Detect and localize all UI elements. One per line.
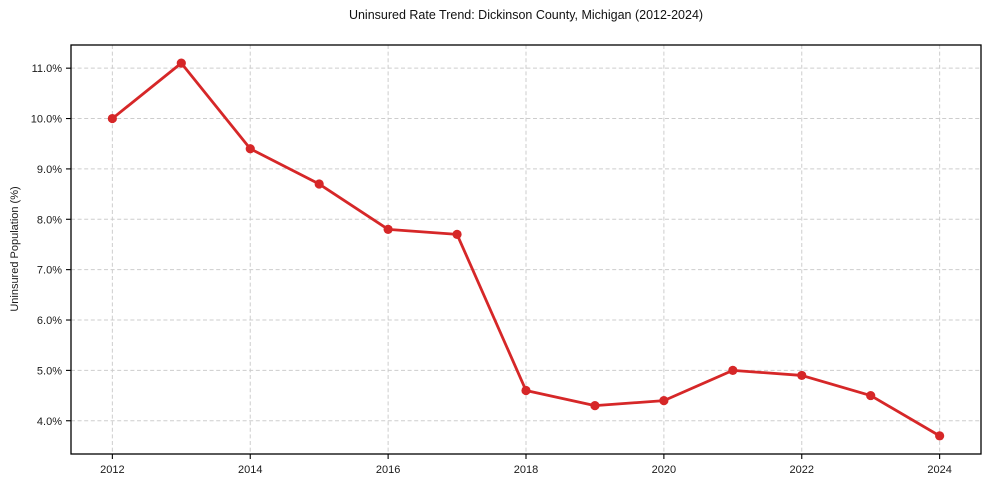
- y-tick-label-7: 7.0%: [37, 265, 62, 277]
- x-tick-label-2020: 2020: [652, 464, 676, 476]
- data-point-2018: [521, 385, 531, 396]
- data-point-2020: [659, 396, 669, 406]
- data-point-2014: [245, 144, 255, 154]
- data-point-2021: [728, 365, 738, 375]
- chart-title: Uninsured Rate Trend: Dickinson County, …: [348, 8, 704, 22]
- y-tick-label-4: 4.0%: [37, 416, 62, 428]
- data-point-2013: [176, 58, 186, 68]
- data-point-2023: [866, 390, 876, 401]
- x-tick-label-2014: 2014: [238, 464, 262, 476]
- x-tick-label-2016: 2016: [376, 464, 400, 476]
- y-tick-label-10: 10.0%: [31, 114, 62, 126]
- y-tick-label-8: 8.0%: [37, 214, 62, 226]
- y-tick-label-5: 5.0%: [37, 365, 62, 377]
- data-point-2017: [452, 229, 462, 239]
- data-point-2019: [590, 401, 600, 411]
- data-point-2015: [314, 179, 324, 189]
- x-tick-label-2018: 2018: [514, 464, 538, 476]
- data-point-2024: [935, 431, 945, 441]
- y-tick-label-6: 6.0%: [37, 315, 62, 327]
- y-tick-label-11: 11.0%: [32, 63, 63, 75]
- data-point-2022: [797, 370, 807, 381]
- x-tick-label-2022: 2022: [790, 464, 814, 476]
- x-tick-label-2024: 2024: [927, 464, 951, 476]
- data-point-2016: [383, 224, 393, 234]
- x-tick-label-2012: 2012: [100, 464, 124, 476]
- y-tick-label-9: 9.0%: [37, 164, 62, 176]
- data-point-2012: [107, 113, 117, 124]
